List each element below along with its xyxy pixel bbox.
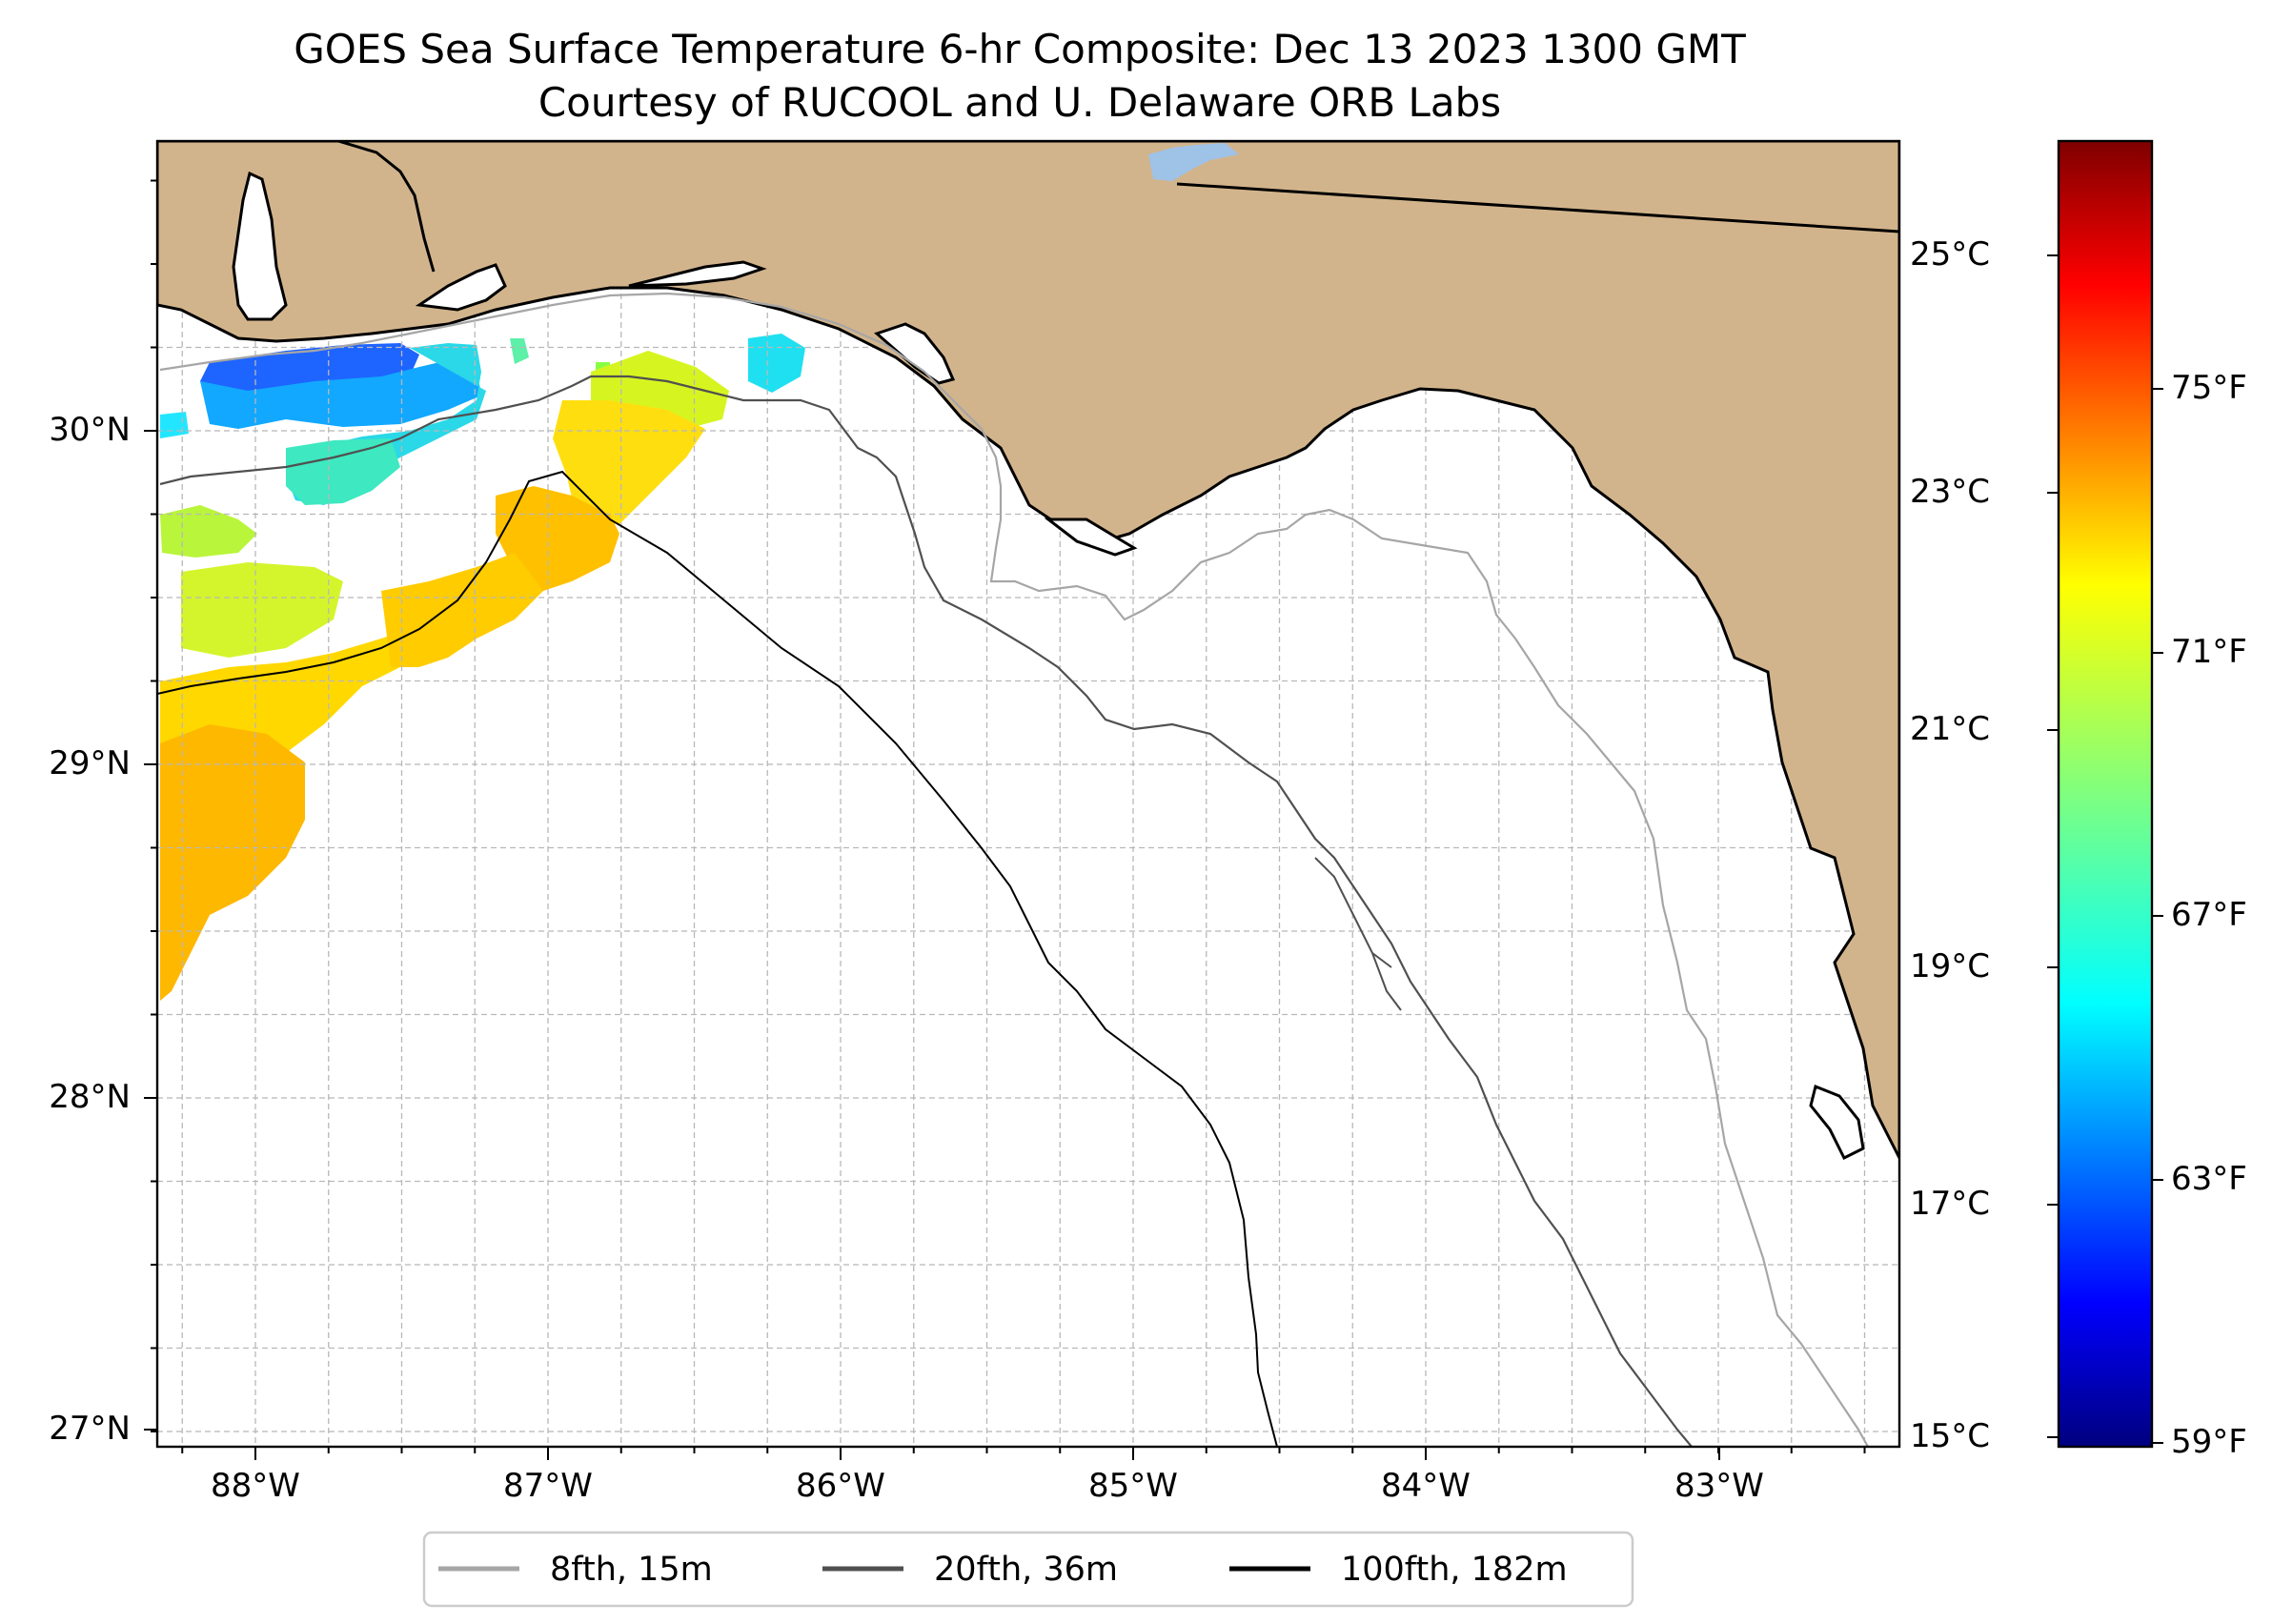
- sst-patch-cyan-2: [748, 334, 805, 393]
- chart-title: GOES Sea Surface Temperature 6-hr Compos…: [294, 26, 1746, 72]
- isobath-20fth-islands: [1314, 857, 1402, 1011]
- celsius-label: 19°C: [1910, 947, 1990, 985]
- sst-patch-orange-band: [381, 553, 543, 667]
- chart-subtitle: Courtesy of RUCOOL and U. Delaware ORB L…: [538, 79, 1501, 126]
- mobile-bay: [232, 171, 288, 321]
- lon-label: 84°W: [1381, 1467, 1471, 1505]
- colorbar-celsius-labels: 25°C 23°C 21°C 19°C 17°C 15°C: [1910, 235, 1990, 1455]
- fahrenheit-label: 63°F: [2171, 1160, 2247, 1198]
- lon-tick-labels: 88°W 87°W 86°W 85°W 84°W 83°W: [211, 1467, 1764, 1505]
- isobath-8fth: [159, 292, 1869, 1447]
- lon-label: 86°W: [796, 1467, 885, 1505]
- state-border-al-fl: [337, 141, 436, 273]
- legend-label-20fth: 20fth, 36m: [934, 1551, 1118, 1589]
- lat-label: 30°N: [49, 411, 131, 449]
- lat-label: 28°N: [49, 1078, 131, 1116]
- celsius-label: 23°C: [1910, 473, 1990, 511]
- lon-label: 85°W: [1088, 1467, 1178, 1505]
- tampa-bay: [1809, 1084, 1865, 1161]
- sst-patch-yellowgreen-west: [181, 562, 343, 658]
- sst-patch-lime-west: [160, 505, 257, 558]
- land-mass: [157, 141, 1899, 1159]
- legend-label-100fth: 100fth, 182m: [1341, 1551, 1568, 1589]
- colorbar-gradient: [2057, 139, 2154, 1449]
- fahrenheit-label: 67°F: [2171, 896, 2247, 934]
- sst-patch-orange-center: [496, 486, 619, 591]
- lat-label: 27°N: [49, 1410, 131, 1448]
- fahrenheit-label: 59°F: [2171, 1423, 2247, 1461]
- choctawhatchee-bay: [628, 260, 767, 288]
- map-panel: [157, 141, 1899, 1447]
- isobath-legend: 8fth, 15m 20fth, 36m 100fth, 182m: [422, 1531, 1634, 1608]
- fahrenheit-label: 75°F: [2171, 369, 2247, 407]
- isobath-20fth: [159, 375, 1693, 1447]
- celsius-label: 15°C: [1910, 1417, 1990, 1455]
- celsius-label: 17°C: [1910, 1185, 1990, 1223]
- lon-label: 83°W: [1674, 1467, 1764, 1505]
- state-border: [1176, 182, 1899, 233]
- map-frame: [155, 139, 1901, 1449]
- apalachicola-bay: [1044, 518, 1138, 557]
- st-andrew-bay: [874, 322, 956, 385]
- sst-patch-teal: [286, 438, 400, 505]
- sst-patch-teal-small: [510, 338, 529, 364]
- isobath-100fth: [157, 470, 1278, 1447]
- map-axis-ticks: [144, 179, 1866, 1460]
- lake: [1148, 143, 1239, 181]
- lat-tick-labels: 30°N 29°N 28°N 27°N: [49, 411, 131, 1448]
- celsius-label: 21°C: [1910, 710, 1990, 748]
- pensacola-bay: [415, 263, 507, 312]
- sst-patch-cold-west: [200, 343, 419, 400]
- map-gridlines: [157, 141, 1899, 1447]
- celsius-label: 25°C: [1910, 235, 1990, 274]
- lon-label: 88°W: [211, 1467, 300, 1505]
- lon-label: 87°W: [503, 1467, 593, 1505]
- sst-patch-cyan-small: [160, 412, 189, 438]
- colorbar: 25°C 23°C 21°C 19°C 17°C 15°C 75°F 71°F …: [1910, 139, 2247, 1461]
- colorbar-fahrenheit-labels: 75°F 71°F 67°F 63°F 59°F: [2171, 369, 2247, 1461]
- lat-label: 29°N: [49, 744, 131, 782]
- sst-patch-blue-cyan: [200, 360, 481, 429]
- legend-box: [422, 1531, 1634, 1608]
- fahrenheit-label: 71°F: [2171, 633, 2247, 671]
- legend-label-8fth: 8fth, 15m: [550, 1551, 713, 1589]
